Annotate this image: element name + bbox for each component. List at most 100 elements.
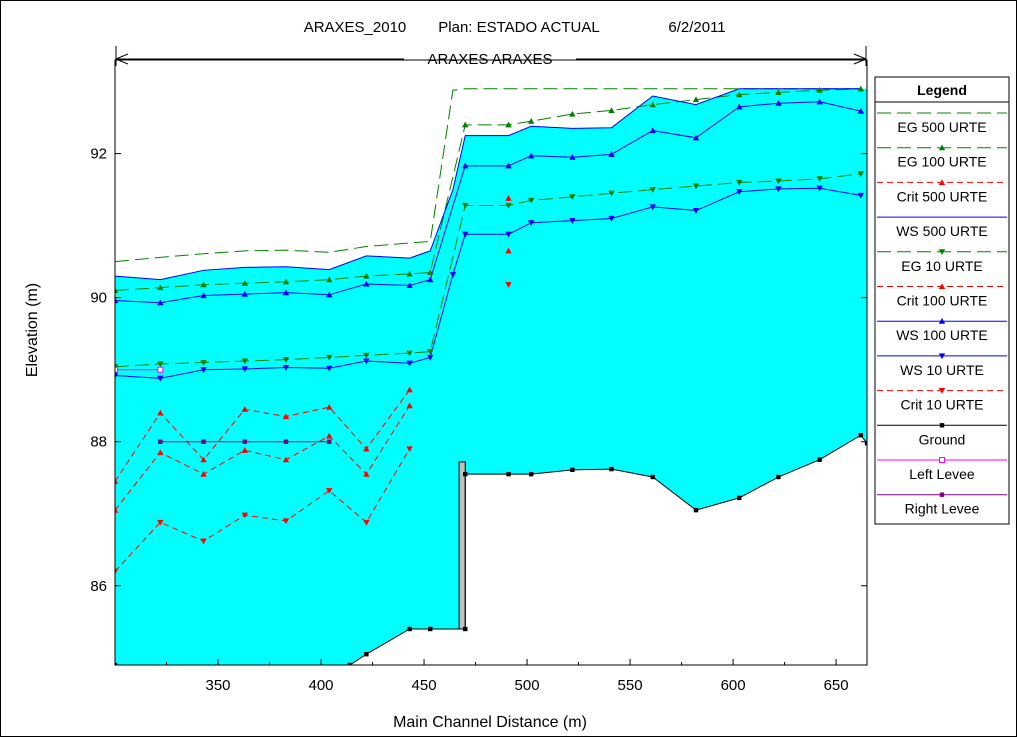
series-ws-100-urte-point xyxy=(406,282,413,288)
series-ws-100-urte-point xyxy=(857,107,865,114)
legend-crit-10-urte: Crit 10 URTE xyxy=(877,388,1007,413)
series-eg-100-urte-point xyxy=(527,118,535,124)
series-ws-100-urte-point xyxy=(427,276,434,283)
series-crit-100-urte-point xyxy=(282,456,290,463)
legend-eg-500-urte-label: EG 500 URTE xyxy=(897,119,986,135)
series-crit-100-urte-line xyxy=(115,405,411,511)
series-eg-10-urte-point xyxy=(857,171,865,177)
series-ws-100-urte-point xyxy=(527,152,535,159)
series-ground-point xyxy=(737,495,742,501)
plot-frame xyxy=(114,59,868,666)
series-ground-point xyxy=(407,626,412,632)
legend-crit-10-urte-label: Crit 10 URTE xyxy=(901,397,984,413)
legend-ws-10-urte-marker xyxy=(938,353,946,360)
series-ws-10-urte-point xyxy=(115,372,119,379)
series-ws-10-urte-point xyxy=(505,231,512,238)
series-eg-100-urte-point xyxy=(363,272,370,279)
series-ground-point xyxy=(864,440,867,446)
series-crit-500-urte-point xyxy=(200,456,207,463)
series-ground-point xyxy=(463,471,468,477)
series-right-levee-point xyxy=(283,439,289,444)
series-ws-100-urte-point xyxy=(115,297,119,304)
series-crit-100-urte-point xyxy=(200,470,207,477)
series-eg-10-urte-point xyxy=(363,352,370,359)
series-eg-10-urte-point xyxy=(505,202,512,209)
series-right-levee-point xyxy=(158,439,163,444)
legend-ground: Ground xyxy=(877,423,1007,447)
series-eg-10-urte-point xyxy=(816,176,823,183)
series-eg-100-urte-point xyxy=(569,110,576,117)
series-eg-100-urte-point xyxy=(736,91,743,98)
y-axis-label: Elevation (m) xyxy=(24,283,41,377)
series-ws-10-urte-point xyxy=(241,366,248,373)
legend-eg-500-urte: EG 500 URTE xyxy=(877,112,1007,135)
isolated-crit-point xyxy=(505,195,512,201)
y-tick-label: 86 xyxy=(90,578,107,595)
series-ws-100-urte-point xyxy=(569,154,576,160)
header: ARAXES_2010 Plan: ESTADO ACTUAL 6/2/2011 xyxy=(304,19,726,36)
series-crit-10-urte-point xyxy=(157,519,164,526)
legend-ws-100-urte-label: WS 100 URTE xyxy=(896,327,988,343)
weir-wall xyxy=(458,461,466,630)
legend-box xyxy=(874,76,1010,525)
series-eg-100-urte-point xyxy=(427,269,434,276)
series-ws-100-urte-point xyxy=(326,291,333,298)
series-ws-100-urte-point xyxy=(200,292,207,299)
series-ground-point xyxy=(650,474,655,480)
series-ws-100-urte-point xyxy=(775,100,782,106)
series-left-levee-point xyxy=(115,366,118,373)
x-tick-label: 650 xyxy=(824,677,849,694)
series-ws-100-urte-point xyxy=(649,127,656,134)
header-date: 6/2/2011 xyxy=(668,19,725,36)
series-eg-100-urte-point xyxy=(282,278,290,285)
legend-left-levee: Left Levee xyxy=(877,457,1007,482)
series-ws-100-urte-point xyxy=(157,299,164,306)
series-ground-point xyxy=(115,662,118,665)
series-crit-10-urte-line xyxy=(115,448,411,572)
series-eg-100-urte-line xyxy=(115,88,861,291)
series-ws-10-urte-point xyxy=(775,186,782,193)
series-crit-10-urte-point xyxy=(115,568,119,575)
series-ws-100-urte-point xyxy=(816,98,823,105)
series-eg-10-urte-point xyxy=(736,179,743,186)
series-ground-line xyxy=(115,434,867,665)
legend-ws-500-urte: WS 500 URTE xyxy=(877,216,1007,239)
series-ws-100-urte-point xyxy=(608,151,615,157)
legend-left-levee-label: Left Levee xyxy=(909,466,975,482)
legend-ws-100-urte-marker xyxy=(938,318,946,324)
series-crit-500-urte-point xyxy=(157,409,164,416)
series-eg-10-urte-point xyxy=(462,202,469,209)
series-eg-10-urte-point xyxy=(200,359,207,366)
series-eg-100-urte-point xyxy=(326,276,333,283)
legend-crit-500-urte-marker xyxy=(938,179,946,185)
series-ws-10-urte-point xyxy=(449,272,457,278)
series-eg-100-urte-point xyxy=(157,284,164,291)
series-eg-100-urte-point xyxy=(241,280,248,286)
series-ground-point xyxy=(463,626,468,632)
series-crit-100-urte-point xyxy=(406,402,413,409)
series-eg-100-urte-point xyxy=(775,89,782,95)
series-ground-point xyxy=(506,471,511,477)
series-crit-500-urte-point xyxy=(406,386,413,393)
series-ws-10-urte-point xyxy=(282,364,290,371)
series-crit-500-urte-point xyxy=(241,406,248,412)
y-tick-label: 90 xyxy=(90,290,107,307)
header-project: ARAXES_2010 xyxy=(304,19,407,36)
series-eg-100-urte-point xyxy=(115,287,119,294)
header-plan: Plan: ESTADO ACTUAL xyxy=(438,19,599,36)
legend-crit-500-urte: Crit 500 URTE xyxy=(877,179,1007,204)
series-eg-100-urte-point xyxy=(692,96,700,103)
series-eg-10-urte-point xyxy=(527,197,535,204)
legend-title: Legend xyxy=(917,82,967,98)
series-eg-10-urte-point xyxy=(157,361,164,368)
series-eg-100-urte-point xyxy=(406,270,413,277)
legend-ground-marker xyxy=(939,423,945,428)
series-crit-100-urte-point xyxy=(326,432,333,439)
legend: Legend EG 500 URTE EG 100 URTE Crit 500 UR… xyxy=(874,76,1010,525)
series-eg-10-urte-point xyxy=(692,183,700,190)
series-eg-100-urte-point xyxy=(649,101,656,108)
legend-eg-100-urte-marker xyxy=(938,144,946,151)
series-ground-point xyxy=(428,626,433,632)
series-crit-10-urte-point xyxy=(326,488,333,494)
